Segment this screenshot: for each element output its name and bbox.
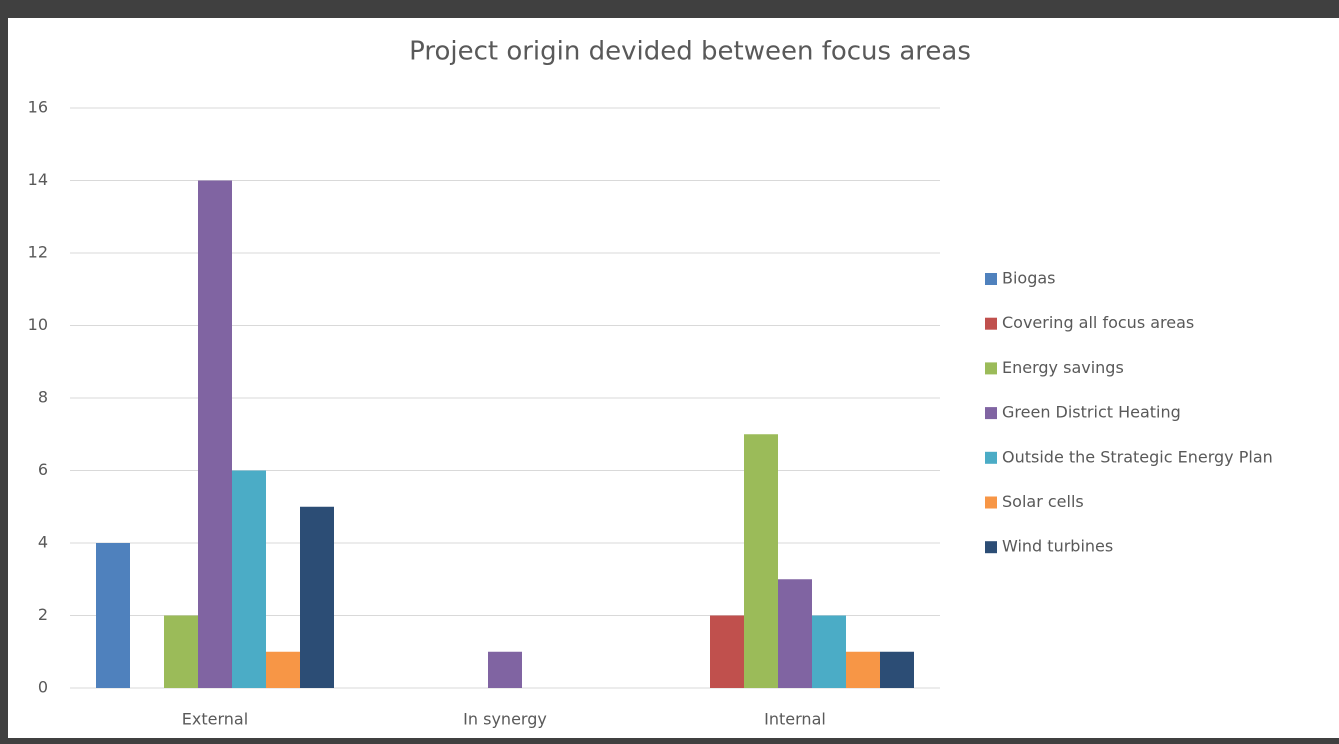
bar: [812, 615, 846, 688]
x-tick-label: External: [182, 710, 248, 729]
legend-swatch: [985, 407, 997, 420]
x-tick-label: In synergy: [463, 710, 547, 729]
bar: [710, 615, 744, 688]
legend-label: Covering all focus areas: [1002, 313, 1194, 332]
bar: [744, 434, 778, 688]
y-tick-label: 12: [28, 243, 48, 262]
bar: [266, 651, 300, 688]
bar: [778, 579, 812, 688]
y-tick-label: 0: [38, 678, 48, 697]
y-tick-label: 4: [38, 533, 48, 552]
legend-label: Solar cells: [1002, 492, 1084, 511]
y-tick-label: 14: [28, 170, 48, 189]
bar: [164, 615, 198, 688]
legend-swatch: [985, 362, 997, 375]
legend-swatch: [985, 451, 997, 464]
bar: [846, 651, 880, 688]
bar: [198, 180, 232, 688]
y-tick-label: 8: [38, 388, 48, 407]
legend-swatch: [985, 496, 997, 509]
legend-swatch: [985, 541, 997, 554]
legend-swatch: [985, 317, 997, 330]
legend-label: Energy savings: [1002, 358, 1124, 377]
x-tick-label: Internal: [764, 710, 826, 729]
bar: [300, 506, 334, 688]
y-tick-label: 10: [28, 315, 48, 334]
y-tick-label: 2: [38, 605, 48, 624]
y-tick-label: 6: [38, 460, 48, 479]
bar: [232, 470, 266, 688]
bar: [488, 651, 522, 688]
y-tick-label: 16: [28, 98, 48, 117]
chart-title: Project origin devided between focus are…: [409, 37, 971, 67]
legend-label: Green District Heating: [1002, 403, 1181, 422]
bar: [880, 651, 914, 688]
legend-label: Biogas: [1002, 269, 1056, 288]
legend-swatch: [985, 273, 997, 285]
bar: [96, 543, 130, 688]
legend-label: Outside the Strategic Energy Plan: [1002, 447, 1273, 466]
legend-label: Wind turbines: [1002, 537, 1113, 556]
